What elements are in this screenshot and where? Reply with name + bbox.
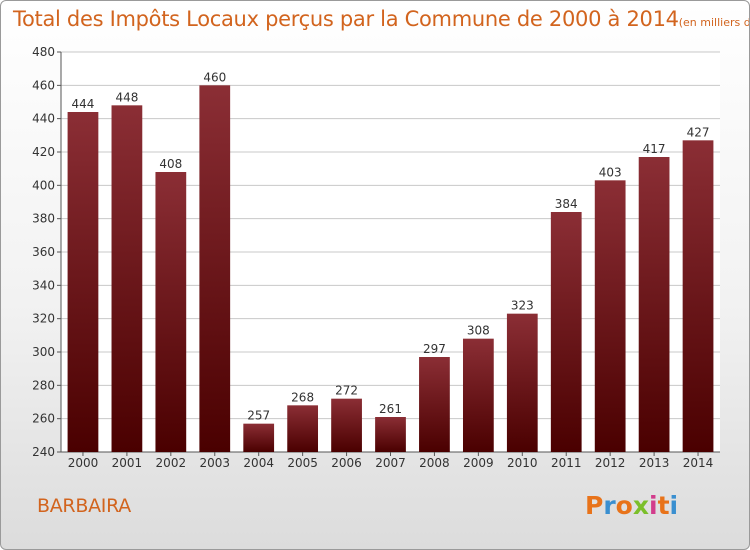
y-tick-label: 460	[32, 78, 55, 92]
bar	[375, 417, 406, 452]
x-tick-label: 2001	[112, 456, 143, 470]
x-tick-label: 2013	[639, 456, 670, 470]
x-tick-label: 2000	[68, 456, 99, 470]
bar-value-label: 403	[599, 165, 622, 179]
bar-value-label: 297	[423, 342, 446, 356]
bar-value-label: 444	[72, 97, 95, 111]
x-tick-label: 2004	[243, 456, 274, 470]
y-tick-label: 480	[32, 45, 55, 59]
x-tick-label: 2003	[199, 456, 230, 470]
x-tick-label: 2010	[507, 456, 538, 470]
bar	[594, 180, 626, 453]
logo-letter: o	[615, 491, 633, 520]
chart-title-unit: (en milliers d'€)	[678, 16, 749, 29]
bar	[638, 157, 670, 452]
bar-value-label: 323	[511, 299, 534, 313]
logo-letter: P	[585, 491, 604, 520]
bar	[331, 398, 362, 452]
bar-value-label: 417	[643, 142, 666, 156]
x-tick-label: 2009	[463, 456, 494, 470]
commune-name: BARBAIRA	[37, 495, 131, 517]
bar-value-label: 261	[379, 402, 402, 416]
y-tick-label: 380	[32, 212, 55, 226]
bar-value-label: 308	[467, 324, 490, 338]
bar	[419, 357, 450, 452]
y-tick-label: 320	[32, 312, 55, 326]
y-tick-label: 420	[32, 145, 55, 159]
y-tick-label: 280	[32, 378, 55, 392]
x-tick-label: 2006	[331, 456, 362, 470]
bar-value-label: 460	[203, 70, 226, 84]
logo-letter: t	[657, 491, 670, 520]
y-tick-label: 400	[32, 178, 55, 192]
x-tick-label: 2005	[287, 456, 318, 470]
x-tick-label: 2011	[551, 456, 582, 470]
logo-letter: i	[649, 491, 658, 520]
y-tick-label: 440	[32, 112, 55, 126]
bar	[462, 338, 494, 452]
y-tick-label: 300	[32, 345, 55, 359]
x-tick-label: 2012	[595, 456, 626, 470]
chart-title: Total des Impôts Locaux perçus par la Co…	[13, 7, 749, 31]
bar-value-label: 427	[687, 125, 710, 139]
bar	[506, 313, 538, 452]
y-tick-label: 360	[32, 245, 55, 259]
x-tick-label: 2014	[683, 456, 714, 470]
y-tick-label: 260	[32, 412, 55, 426]
bar	[682, 140, 714, 453]
bar-value-label: 268	[291, 390, 314, 404]
logo-letter: r	[603, 491, 616, 520]
x-tick-label: 2008	[419, 456, 450, 470]
x-tick-label: 2002	[156, 456, 187, 470]
y-tick-label: 240	[32, 445, 55, 459]
bar	[287, 405, 319, 452]
bar	[155, 172, 187, 452]
proxiti-logo: Proxiti	[585, 491, 678, 520]
bar	[199, 85, 231, 452]
logo-letter: i	[669, 491, 679, 520]
bar	[111, 105, 143, 452]
bar	[243, 423, 275, 452]
chart-title-main: Total des Impôts Locaux perçus par la Co…	[13, 7, 679, 31]
bar-value-label: 448	[115, 90, 138, 104]
x-tick-label: 2007	[375, 456, 406, 470]
logo-letter: x	[632, 491, 649, 520]
bar-value-label: 257	[247, 409, 270, 423]
bar-value-label: 384	[555, 197, 578, 211]
bar	[550, 212, 582, 452]
bar-value-label: 408	[159, 157, 182, 171]
bar-value-label: 272	[335, 384, 358, 398]
bar	[67, 112, 99, 452]
y-tick-label: 340	[32, 278, 55, 292]
